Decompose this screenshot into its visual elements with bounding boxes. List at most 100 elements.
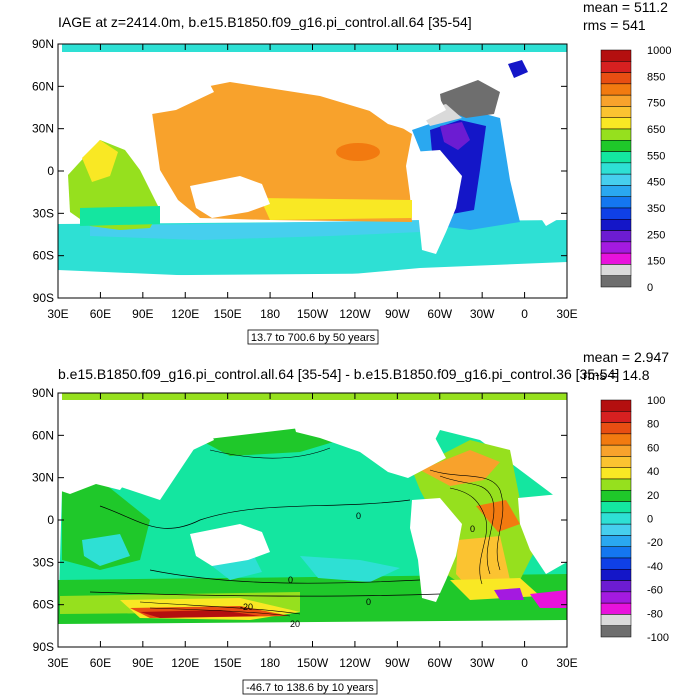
- colorbar-swatch: [600, 490, 632, 502]
- x-tick-label: 60E: [90, 307, 111, 321]
- map-2-north-pacific-green: [200, 428, 340, 456]
- y-tick-label: 90N: [32, 386, 54, 400]
- map-1-eurasia: [58, 58, 214, 144]
- colorbar-swatch: [600, 546, 632, 559]
- colorbar-label: 350: [647, 203, 665, 215]
- y-tick-label: 0: [47, 513, 54, 527]
- colorbar-swatch: [600, 196, 632, 209]
- map-1-arctic-grey: [440, 80, 500, 118]
- colorbar-label: 650: [647, 124, 665, 136]
- x-tick-label: 120E: [171, 656, 199, 670]
- map-2-purple-patch: [494, 588, 524, 600]
- x-tick-label: 30W: [470, 656, 495, 670]
- map-1-atlantic-nadw: [430, 120, 486, 214]
- map-1-arctic-band: [62, 44, 567, 52]
- colorbar-swatch: [600, 422, 632, 435]
- x-tick-label: 0: [521, 656, 528, 670]
- panel-1-mean: mean = 511.2: [583, 0, 668, 15]
- colorbar-label: -100: [647, 632, 669, 644]
- x-tick-label: 180: [260, 307, 280, 321]
- contour-label: 20: [290, 619, 300, 629]
- x-tick-label: 30E: [556, 656, 577, 670]
- map-2-africa: [518, 494, 567, 574]
- y-tick-label: 90S: [33, 291, 54, 305]
- colorbar-swatch: [600, 252, 632, 265]
- colorbar-swatch: [600, 399, 632, 412]
- x-tick-label: 30W: [470, 307, 495, 321]
- x-tick-label: 90E: [132, 656, 153, 670]
- panel-1: IAGE at z=2414.0m, b.e15.B1850.f09_g16.p…: [32, 0, 671, 345]
- y-tick-label: 0: [47, 164, 54, 178]
- colorbar-label: 20: [647, 490, 659, 502]
- map-2-australia: [190, 524, 270, 566]
- colorbar-swatch: [600, 185, 632, 197]
- x-tick-label: 90W: [385, 656, 410, 670]
- colorbar-swatch: [600, 117, 632, 130]
- map-2-eurasia: [58, 406, 214, 494]
- panel-2-title: b.e15.B1850.f09_g16.pi_control.all.64 [3…: [58, 366, 619, 382]
- x-tick-label: 120W: [339, 307, 371, 321]
- panel-2-map-field: 0 0 0 0 -20 20: [58, 393, 567, 647]
- colorbar-swatch: [600, 241, 632, 254]
- panel-2-mean: mean = 2.947: [583, 349, 669, 365]
- colorbar-swatch: [600, 173, 632, 186]
- colorbar-swatch: [600, 106, 632, 118]
- colorbar-swatch: [600, 49, 632, 62]
- colorbar-swatch: [600, 61, 632, 73]
- colorbar-label: 850: [647, 71, 665, 83]
- colorbar-swatch: [600, 275, 632, 288]
- colorbar-label: 60: [647, 442, 659, 454]
- map-2-atlantic-tropic-orange: [476, 500, 520, 532]
- x-tick-label: 120W: [339, 656, 371, 670]
- colorbar-swatch: [600, 94, 632, 107]
- x-tick-label: 30E: [47, 307, 68, 321]
- map-2-magenta-patch: [530, 590, 567, 608]
- colorbar-swatch: [600, 219, 632, 231]
- colorbar-swatch: [600, 591, 632, 604]
- y-tick-label: 60N: [32, 428, 54, 442]
- colorbar-label: 1000: [647, 45, 671, 57]
- map-1-indian-north: [82, 140, 118, 182]
- x-tick-label: 150E: [214, 307, 242, 321]
- colorbar-swatch: [600, 535, 632, 547]
- map-2-antarctica: [58, 620, 567, 647]
- x-tick-label: 150E: [214, 656, 242, 670]
- y-tick-label: 30S: [33, 206, 54, 220]
- panel-1-range-note: 13.7 to 700.6 by 50 years: [251, 332, 376, 344]
- y-tick-label: 60S: [33, 249, 54, 263]
- y-tick-label: 60N: [32, 79, 54, 93]
- x-tick-label: 30E: [556, 307, 577, 321]
- map-2-north-america: [290, 406, 446, 478]
- contour-line: [139, 601, 301, 615]
- colorbar-swatch: [600, 444, 632, 457]
- colorbar-swatch: [600, 501, 632, 514]
- colorbar-swatch: [600, 467, 632, 480]
- colorbar-label: 80: [647, 419, 659, 431]
- map-1-north-america: [290, 58, 446, 130]
- map-2-pacific-cyan: [300, 556, 400, 582]
- x-tick-label: 150W: [297, 656, 329, 670]
- contour-line: [99, 499, 411, 529]
- colorbar-label: -60: [647, 585, 663, 597]
- colorbar-swatch: [600, 128, 632, 141]
- contour-line: [209, 447, 331, 459]
- x-tick-label: 60W: [427, 307, 452, 321]
- colorbar-label: 0: [647, 514, 653, 526]
- map-1-pacific-south: [260, 198, 412, 220]
- colorbar-label: -40: [647, 561, 663, 573]
- panel-1-map-field: [58, 44, 567, 298]
- colorbar-swatch: [600, 83, 632, 96]
- map-1-antarctica: [58, 272, 567, 298]
- colorbar-label: 450: [647, 177, 665, 189]
- colorbar-label: 250: [647, 229, 665, 241]
- colorbar-label: 40: [647, 466, 659, 478]
- map-1-southern-band: [90, 220, 420, 240]
- y-tick-label: 30S: [33, 555, 54, 569]
- panel-2-range-note: -46.7 to 138.6 by 10 years: [246, 682, 374, 694]
- map-2-south-america: [410, 498, 462, 602]
- contour-line: [429, 469, 504, 571]
- panel-2-y-axis: 90N 60N 30N 0 30S 60S 90S: [32, 386, 567, 654]
- panel-1-colorbar: 1000 850 750 650 550 450 350 250 150 0: [600, 45, 671, 294]
- y-tick-label: 90S: [33, 640, 54, 654]
- colorbar-swatch: [600, 456, 632, 468]
